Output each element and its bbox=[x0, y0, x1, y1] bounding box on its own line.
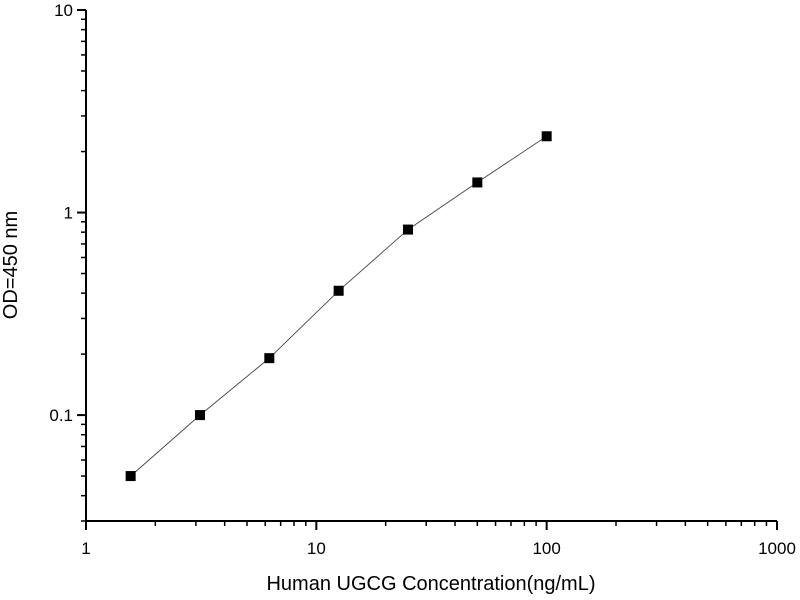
axes bbox=[77, 9, 778, 530]
x-tick-label: 100 bbox=[532, 539, 560, 558]
y-tick-label: 1 bbox=[64, 204, 73, 223]
data-point bbox=[541, 131, 552, 142]
data-point bbox=[194, 410, 205, 421]
tick-labels: 1 10 100 1000 0.1 1 10 bbox=[49, 1, 796, 558]
x-tick-label: 1 bbox=[81, 539, 90, 558]
data-point bbox=[333, 285, 344, 296]
x-tick-label: 1000 bbox=[758, 539, 796, 558]
data-point bbox=[472, 177, 483, 188]
data-point bbox=[264, 353, 275, 364]
x-axis-title: Human UGCG Concentration(ng/mL) bbox=[266, 573, 595, 595]
plot-area bbox=[125, 131, 552, 482]
y-tick-label: 0.1 bbox=[49, 406, 73, 425]
x-tick-label: 10 bbox=[307, 539, 326, 558]
data-point bbox=[402, 224, 413, 235]
series-line bbox=[130, 135, 547, 477]
data-point bbox=[125, 471, 136, 482]
y-tick-label: 10 bbox=[54, 1, 73, 20]
y-axis-title: OD=450 nm bbox=[0, 211, 22, 319]
